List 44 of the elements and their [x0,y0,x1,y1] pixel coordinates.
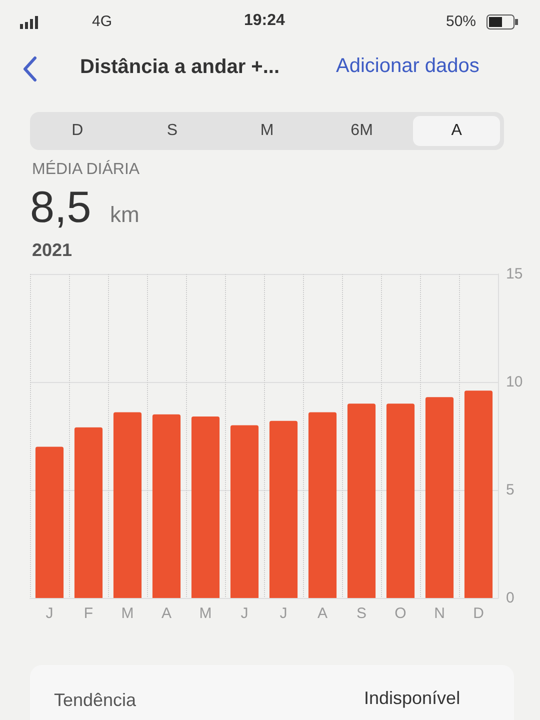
x-tick-label: M [199,605,212,622]
bar [269,420,298,598]
x-tick-label: O [394,605,406,622]
x-tick-label: F [84,605,94,622]
x-tick-label: J [280,605,288,622]
bar [74,427,103,598]
bar [347,404,376,598]
y-tick-label: 5 [506,482,514,498]
text: D [70,121,84,141]
bar [35,446,64,598]
text: M [259,121,275,141]
bar [386,404,415,598]
bar [230,425,259,598]
chart-subtitle: MÉDIA DIÁRIA [32,161,140,179]
x-tick-label: J [46,605,54,622]
x-tick-label: D [473,605,484,622]
y-tick-label: 10 [506,374,523,390]
text: S [166,121,179,141]
text: 8,5 [30,183,92,233]
y-tick-label: 15 [506,266,523,282]
bar [464,390,493,598]
bar [308,412,337,598]
x-tick-label: A [161,605,172,622]
bar [152,414,181,598]
bar [425,397,454,598]
text: 6M [350,121,374,141]
text: 19:24 [244,12,285,30]
x-tick-label: N [434,605,445,622]
text: 50% [446,13,476,30]
chart-title: Distância a andar +... [80,56,280,79]
x-tick-label: S [356,605,367,622]
text: km [110,202,140,228]
text: Tendência [54,690,136,711]
text: Indisponível [364,688,460,709]
x-tick-label: A [317,605,328,622]
y-tick-label: 0 [506,590,514,606]
text: 2021 [32,240,72,261]
text: Adicionar dados [336,55,480,78]
text: 4G [92,13,112,30]
bar [191,416,220,598]
bar [113,412,142,598]
text: A [413,116,500,146]
x-tick-label: M [121,605,134,622]
x-tick-label: J [240,605,248,622]
